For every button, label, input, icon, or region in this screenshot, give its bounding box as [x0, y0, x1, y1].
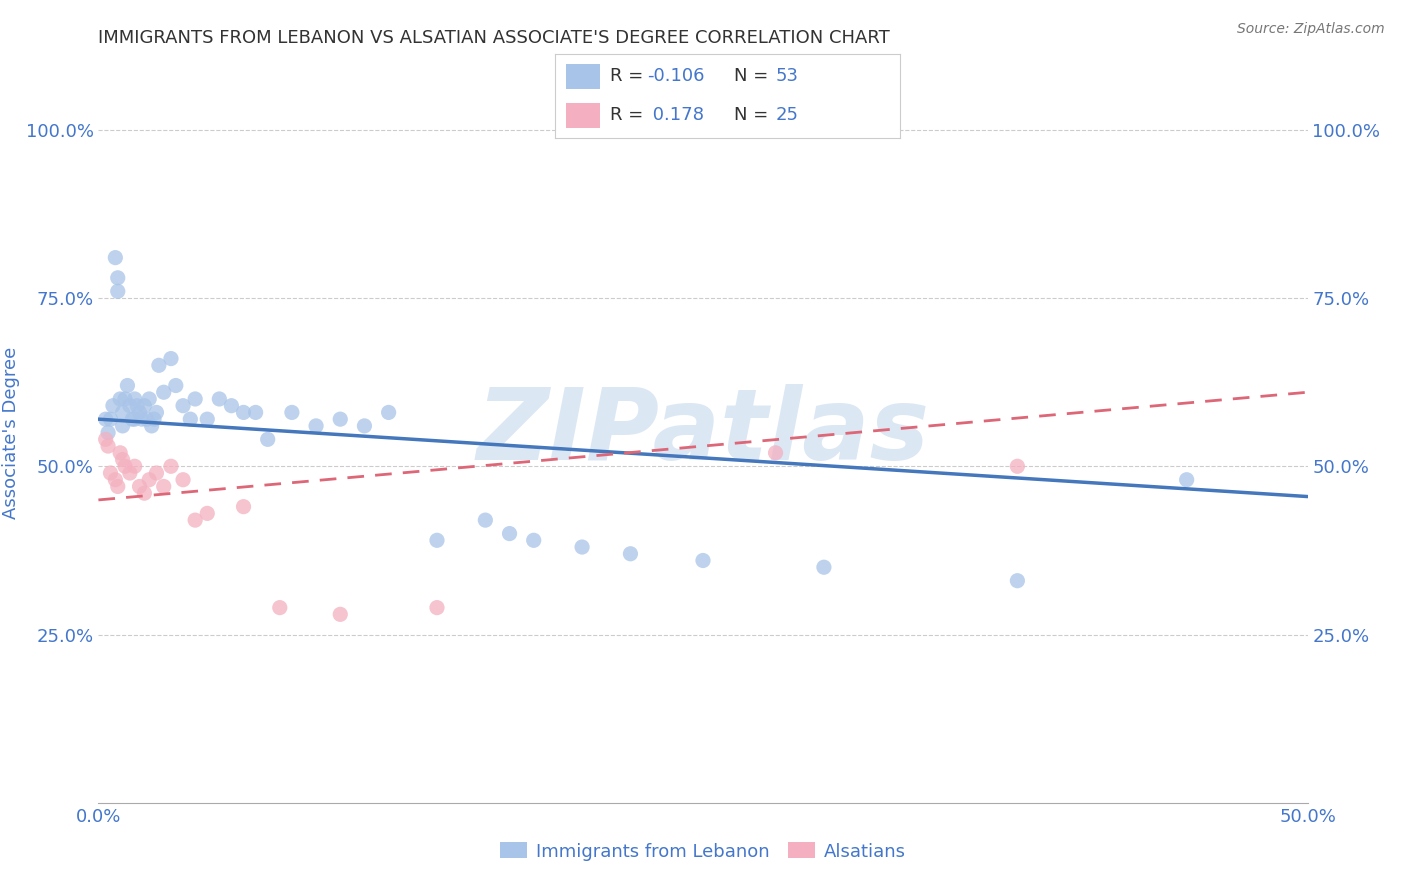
- Point: [135, 412, 157, 426]
- Point: [426, 533, 449, 548]
- Point: [111, 452, 134, 467]
- Text: N =: N =: [734, 68, 775, 86]
- Point: [269, 600, 291, 615]
- Point: [172, 473, 194, 487]
- Point: [256, 433, 278, 447]
- Point: [118, 399, 141, 413]
- Point: [1007, 574, 1029, 588]
- Point: [329, 607, 352, 622]
- Point: [101, 399, 124, 413]
- Point: [813, 560, 835, 574]
- Point: [134, 399, 156, 413]
- Text: 0.178: 0.178: [647, 106, 703, 124]
- Text: N =: N =: [734, 106, 775, 124]
- Point: [1007, 459, 1029, 474]
- Point: [94, 412, 117, 426]
- Point: [152, 385, 174, 400]
- Text: 53: 53: [776, 68, 799, 86]
- Point: [124, 412, 146, 426]
- Point: [172, 399, 194, 413]
- Point: [145, 405, 167, 419]
- Point: [329, 412, 352, 426]
- Point: [160, 351, 183, 366]
- Point: [143, 412, 166, 426]
- Point: [134, 486, 156, 500]
- Point: [184, 513, 207, 527]
- Point: [138, 392, 160, 406]
- Legend: Immigrants from Lebanon, Alsatians: Immigrants from Lebanon, Alsatians: [494, 835, 912, 868]
- Text: R =: R =: [610, 68, 650, 86]
- Point: [128, 405, 150, 419]
- Point: [111, 418, 134, 433]
- FancyBboxPatch shape: [565, 103, 600, 128]
- Point: [498, 526, 520, 541]
- Point: [523, 533, 546, 548]
- Point: [118, 466, 141, 480]
- Point: [97, 439, 120, 453]
- Point: [138, 473, 160, 487]
- Point: [104, 473, 127, 487]
- Point: [281, 405, 304, 419]
- Point: [107, 270, 129, 285]
- Point: [100, 412, 122, 426]
- Y-axis label: Associate's Degree: Associate's Degree: [1, 346, 20, 519]
- Point: [353, 418, 375, 433]
- Point: [117, 378, 139, 392]
- Point: [152, 479, 174, 493]
- Point: [94, 433, 117, 447]
- Point: [121, 412, 143, 426]
- Point: [245, 405, 267, 419]
- Point: [107, 479, 129, 493]
- Point: [195, 507, 218, 521]
- Point: [114, 392, 136, 406]
- Point: [108, 392, 131, 406]
- Point: [107, 285, 129, 299]
- Point: [184, 392, 207, 406]
- Text: ZIPatlas: ZIPatlas: [477, 384, 929, 481]
- Point: [426, 600, 449, 615]
- FancyBboxPatch shape: [565, 63, 600, 89]
- Text: IMMIGRANTS FROM LEBANON VS ALSATIAN ASSOCIATE'S DEGREE CORRELATION CHART: IMMIGRANTS FROM LEBANON VS ALSATIAN ASSO…: [98, 29, 890, 47]
- Point: [692, 553, 714, 567]
- Point: [100, 466, 122, 480]
- Point: [305, 418, 328, 433]
- Point: [124, 392, 146, 406]
- Point: [108, 446, 131, 460]
- Point: [619, 547, 641, 561]
- Point: [221, 399, 243, 413]
- Point: [148, 359, 170, 373]
- Point: [141, 418, 163, 433]
- Text: Source: ZipAtlas.com: Source: ZipAtlas.com: [1237, 22, 1385, 37]
- Point: [474, 513, 496, 527]
- Point: [208, 392, 231, 406]
- Text: R =: R =: [610, 106, 650, 124]
- Point: [179, 412, 201, 426]
- Point: [124, 459, 146, 474]
- Point: [114, 459, 136, 474]
- Text: 25: 25: [776, 106, 799, 124]
- Point: [127, 399, 149, 413]
- Point: [111, 405, 134, 419]
- Point: [232, 405, 254, 419]
- Point: [104, 251, 127, 265]
- Point: [1175, 473, 1198, 487]
- Point: [128, 479, 150, 493]
- Point: [377, 405, 399, 419]
- Point: [160, 459, 183, 474]
- Point: [131, 412, 153, 426]
- Point: [765, 446, 787, 460]
- Point: [97, 425, 120, 440]
- Point: [195, 412, 218, 426]
- Point: [145, 466, 167, 480]
- Point: [571, 540, 593, 554]
- Text: -0.106: -0.106: [647, 68, 704, 86]
- Point: [165, 378, 187, 392]
- Point: [232, 500, 254, 514]
